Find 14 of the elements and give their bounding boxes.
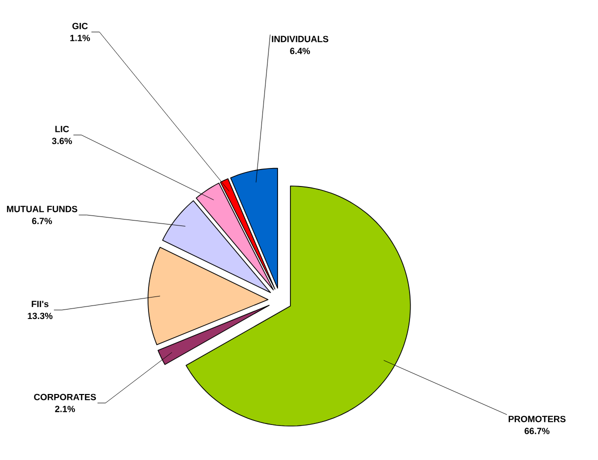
- slice-label: CORPORATES: [34, 394, 96, 400]
- slice-label: LIC: [55, 126, 69, 132]
- slice-label: PROMOTERS: [508, 416, 566, 422]
- data-label: 3.6%: [52, 138, 72, 144]
- slice-label: FII's: [32, 300, 48, 308]
- data-label: 2.1%: [55, 406, 75, 412]
- data-label: 13.3%: [28, 312, 52, 320]
- slice-label: GIC: [72, 22, 88, 30]
- data-label: 66.7%: [524, 428, 550, 434]
- slice-label: INDIVIDUALS: [272, 36, 328, 42]
- data-label: 1.1%: [70, 34, 90, 42]
- data-label: 6.7%: [32, 218, 52, 224]
- data-label: 6.4%: [290, 48, 310, 54]
- slice-label: MUTUAL FUNDS: [6, 206, 78, 212]
